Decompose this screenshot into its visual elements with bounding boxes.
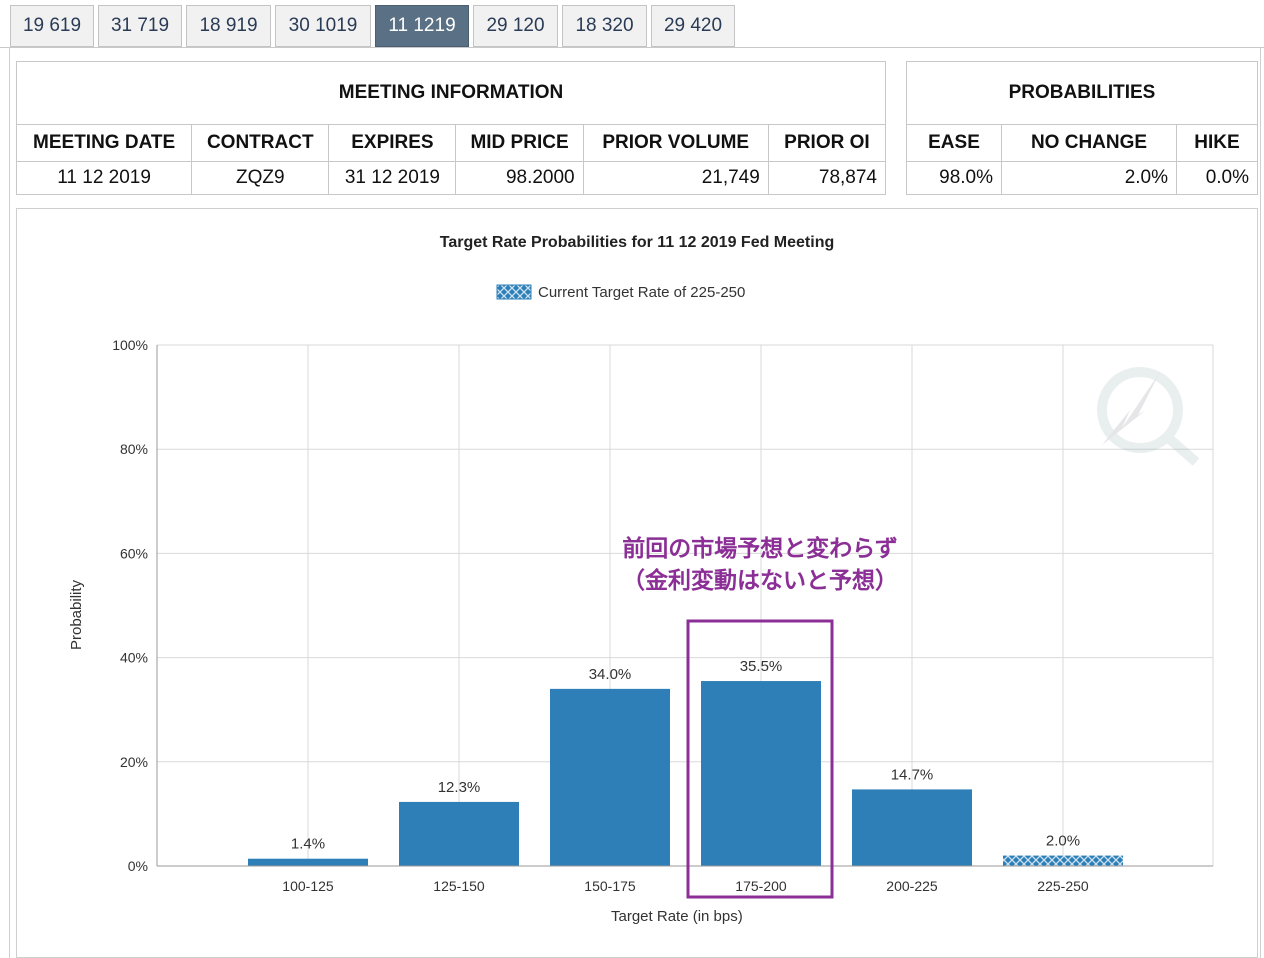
y-tick-label: 80% <box>120 441 148 457</box>
data-label-100-125: 1.4% <box>291 836 325 853</box>
bar-225-250 <box>1003 855 1123 866</box>
watermark-logo-icon <box>1097 367 1200 466</box>
axes: 0% 20% 40% 60% 80% 100% 100-125 125-150 150-175 1… <box>112 337 1213 894</box>
x-tick-label-200-225: 200-225 <box>886 878 938 894</box>
chart-title: Target Rate Probabilities for 11 12 2019… <box>440 234 835 251</box>
x-tick-label-175-200: 175-200 <box>735 878 787 894</box>
col-meeting-date: MEETING DATE <box>15 124 193 162</box>
legend-label: Current Target Rate of 225-250 <box>538 284 745 301</box>
x-tick-label-150-175: 150-175 <box>584 878 636 894</box>
probabilities-header: PROBABILITIES <box>906 61 1258 125</box>
data-label-175-200: 35.5% <box>740 658 783 675</box>
x-tick-label-225-250: 225-250 <box>1037 878 1089 894</box>
meeting-date-value: 11 12 2019 <box>15 161 193 195</box>
tab-19-619[interactable]: 19 619 <box>10 5 94 47</box>
tab-29-420[interactable]: 29 420 <box>651 5 735 47</box>
y-tick-label: 60% <box>120 545 148 561</box>
highlight-box <box>686 619 834 899</box>
grid-lines <box>157 344 1214 867</box>
bar-175-200 <box>701 681 821 866</box>
x-tick-label-100-125: 100-125 <box>282 878 334 894</box>
col-no-change: NO CHANGE <box>1001 124 1177 162</box>
x-axis-title: Target Rate (in bps) <box>611 908 743 925</box>
meeting-info-header: MEETING INFORMATION <box>16 61 886 125</box>
data-label-125-150: 12.3% <box>438 779 481 796</box>
y-tick-label: 0% <box>128 858 148 874</box>
col-expires: EXPIRES <box>328 124 457 162</box>
col-prior-volume: PRIOR VOLUME <box>582 124 769 162</box>
y-tick-label: 40% <box>120 650 148 666</box>
meeting-tabs: 19 619 31 719 18 919 30 1019 11 1219 29 … <box>0 0 1264 48</box>
meeting-info-table: MEETING INFORMATION MEETING DATE CONTRAC… <box>15 61 887 195</box>
ease-value: 98.0% <box>906 161 1002 195</box>
tab-18-320[interactable]: 18 320 <box>562 5 647 47</box>
prior-volume-value: 21,749 <box>582 161 769 195</box>
data-labels: 1.4% 12.3% 34.0% 35.5% 14.7% 2.0% <box>291 658 1080 853</box>
content-panel <box>9 48 1261 958</box>
y-tick-label: 20% <box>120 754 148 770</box>
mid-price-value: 98.2000 <box>455 161 584 195</box>
data-label-225-250: 2.0% <box>1046 833 1080 850</box>
data-label-200-225: 14.7% <box>891 766 934 783</box>
tab-30-1019[interactable]: 30 1019 <box>275 5 371 47</box>
hike-value: 0.0% <box>1176 161 1258 195</box>
tabs-divider <box>0 47 1264 48</box>
data-label-150-175: 34.0% <box>589 666 632 683</box>
x-tick-label-125-150: 125-150 <box>433 878 485 894</box>
annotation-line-1: 前回の市場予想と変わらず <box>622 535 898 562</box>
tab-11-1219[interactable]: 11 1219 <box>375 5 469 47</box>
y-axis-title: Probability <box>68 579 85 650</box>
tab-18-919[interactable]: 18 919 <box>186 5 271 47</box>
tab-29-120[interactable]: 29 120 <box>473 5 558 47</box>
bar-125-150 <box>399 801 519 866</box>
contract-value: ZQZ9 <box>191 161 330 195</box>
legend-swatch <box>496 284 532 300</box>
col-hike: HIKE <box>1176 124 1258 162</box>
col-prior-oi: PRIOR OI <box>767 124 887 162</box>
annotation-line-2: （金利変動はないと予想） <box>622 567 898 594</box>
y-tick-label: 100% <box>112 337 148 353</box>
tab-31-719[interactable]: 31 719 <box>98 5 182 47</box>
probabilities-table: PROBABILITIES EASE NO CHANGE HIKE 98.0% … <box>906 61 1258 195</box>
prior-oi-value: 78,874 <box>767 161 887 195</box>
bar-100-125 <box>248 858 368 866</box>
no-change-value: 2.0% <box>1001 161 1177 195</box>
expires-value: 31 12 2019 <box>328 161 457 195</box>
bar-200-225 <box>852 789 972 866</box>
col-contract: CONTRACT <box>191 124 330 162</box>
col-mid-price: MID PRICE <box>455 124 584 162</box>
bar-150-175 <box>550 688 670 866</box>
bars <box>248 681 1123 866</box>
